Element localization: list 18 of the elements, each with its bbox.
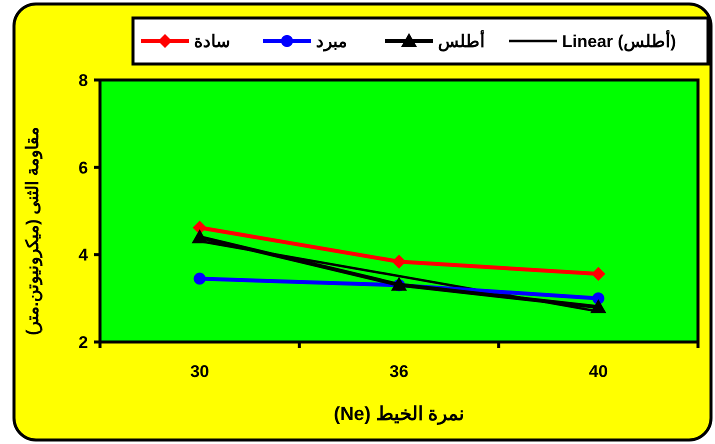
y-tick-label: 2 bbox=[78, 332, 88, 352]
point bbox=[590, 299, 606, 314]
point bbox=[591, 266, 606, 281]
y-tick-label: 4 bbox=[78, 246, 89, 265]
point bbox=[194, 272, 206, 285]
x-tick-label: 30 bbox=[190, 362, 210, 381]
x-axis-title: نمرة الخيط (Ne) bbox=[334, 404, 464, 425]
y-tick-label: 6 bbox=[78, 158, 88, 178]
point bbox=[192, 229, 208, 244]
legend-label: أطلس bbox=[438, 28, 485, 52]
legend-label: مبرد bbox=[316, 32, 347, 52]
point bbox=[392, 254, 406, 269]
x-tick-label: 40 bbox=[588, 362, 608, 381]
legend-label: Linear (أطلس) bbox=[562, 28, 676, 52]
y-tick-label: 8 bbox=[78, 70, 88, 90]
y-axis-title: مقاومة الثنى (ميكرونيوتن.متر) bbox=[23, 126, 43, 336]
x-tick-label: 36 bbox=[390, 362, 408, 381]
legend-label: سادة bbox=[194, 32, 230, 51]
